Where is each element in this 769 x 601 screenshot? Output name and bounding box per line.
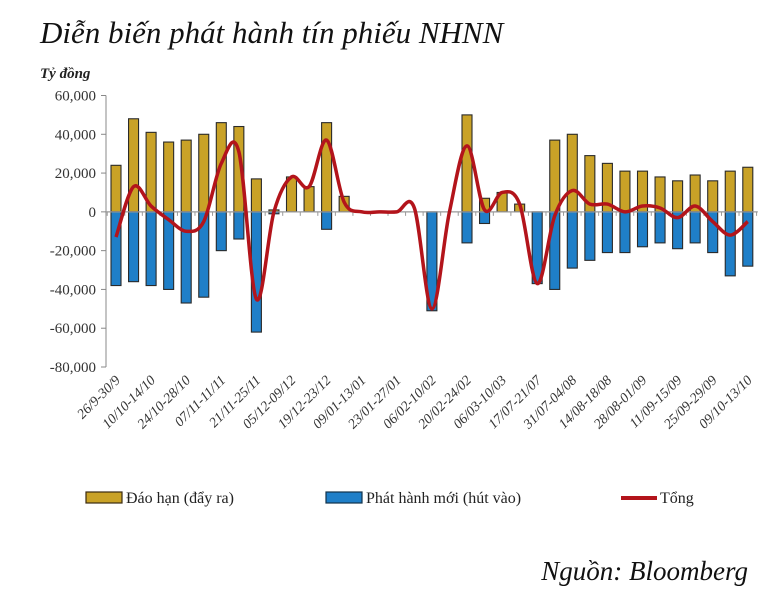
- bar-maturity: [742, 166, 754, 213]
- legend-label-maturity: Đáo hạn (đẩy ra): [126, 490, 234, 507]
- total-line-path: [114, 138, 749, 311]
- bar-issuance: [601, 211, 613, 254]
- y-tick-label: -60,000: [50, 321, 96, 337]
- legend: Đáo hạn (đẩy ra) Phát hành mới (hút vào)…: [85, 490, 694, 507]
- bar-issuance: [128, 211, 140, 283]
- chart-title: Diễn biến phát hành tín phiếu NHNN: [39, 15, 506, 50]
- bar-maturity: [163, 141, 175, 213]
- bar-maturity: [180, 139, 192, 213]
- bar-maturity: [724, 170, 736, 213]
- bar-issuance: [654, 211, 666, 244]
- bar-maturity: [549, 139, 561, 213]
- bar-maturity: [110, 164, 122, 213]
- legend-swatch-issuance: [325, 491, 363, 504]
- legend-label-issuance: Phát hành mới (hút vào): [366, 490, 521, 507]
- bar-issuance: [478, 211, 491, 225]
- y-tick-label: -40,000: [50, 282, 96, 298]
- y-tick-label: 20,000: [55, 166, 96, 182]
- legend-label-total: Tổng: [660, 490, 694, 507]
- bar-issuance: [215, 211, 227, 252]
- bar-maturity: [672, 180, 684, 213]
- bar-issuance: [689, 211, 701, 244]
- bar-maturity: [461, 114, 473, 213]
- y-tick-label: 0: [89, 205, 97, 221]
- bar-maturity: [198, 133, 210, 213]
- bar-issuance: [180, 211, 192, 304]
- bar-issuance: [619, 211, 631, 254]
- bar-issuance: [145, 211, 157, 287]
- bar-issuance: [742, 211, 754, 267]
- bar-issuance: [584, 211, 596, 261]
- bar-issuance: [566, 211, 578, 269]
- bar-maturity: [303, 186, 315, 213]
- bar-maturity: [128, 118, 140, 213]
- bar-issuance: [321, 211, 333, 230]
- bar-issuance: [636, 211, 649, 248]
- bar-maturity: [619, 170, 631, 213]
- x-axis-labels: 26/9-30/910/10-14/1024/10-28/1007/11-11/…: [75, 373, 756, 433]
- legend-swatch-maturity: [85, 491, 123, 504]
- bar-maturity: [250, 178, 262, 213]
- bar-issuance: [233, 211, 245, 240]
- y-axis-unit: Tỷ đồng: [40, 66, 91, 82]
- bar-issuance: [461, 211, 473, 244]
- y-tick-label: 60,000: [55, 89, 96, 105]
- bars: [110, 114, 754, 333]
- y-tick-label: -80,000: [50, 360, 96, 376]
- y-tick-label: -20,000: [50, 244, 96, 260]
- y-axis: 60,000 40,000 20,000 0 -20,000 -40,000 -60,000…: [50, 89, 107, 376]
- total-line: [114, 138, 749, 311]
- bar-maturity: [321, 122, 333, 213]
- bar-maturity: [707, 180, 719, 213]
- y-tick-label: 40,000: [55, 127, 96, 143]
- source-note: Nguồn: Bloomberg: [540, 556, 748, 586]
- bar-maturity: [566, 133, 578, 213]
- bar-issuance: [724, 211, 736, 277]
